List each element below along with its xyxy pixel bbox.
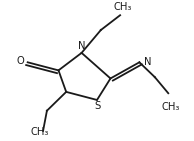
Text: N: N xyxy=(144,57,152,67)
Text: CH₃: CH₃ xyxy=(31,127,49,137)
Text: CH₃: CH₃ xyxy=(161,102,179,112)
Text: N: N xyxy=(78,41,85,51)
Text: O: O xyxy=(16,56,24,66)
Text: CH₃: CH₃ xyxy=(114,2,132,12)
Text: S: S xyxy=(95,101,101,111)
